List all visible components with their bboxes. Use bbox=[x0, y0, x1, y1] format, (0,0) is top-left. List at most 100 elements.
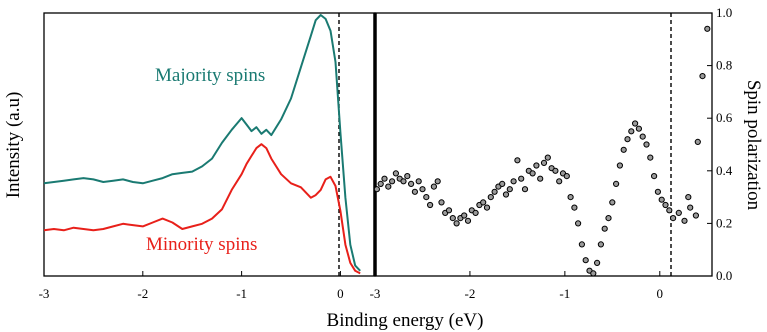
polarization-data-point bbox=[582, 257, 589, 264]
polarization-data-point bbox=[601, 225, 608, 232]
polarization-data-point bbox=[389, 178, 396, 185]
polarization-data-point bbox=[590, 270, 597, 277]
polarization-x-tick-label: 0 bbox=[657, 286, 664, 301]
polarization-data-point bbox=[521, 186, 529, 193]
polarization-data-point bbox=[392, 170, 399, 177]
polarization-y-tick-label: 0.8 bbox=[716, 58, 732, 73]
polarization-data-point bbox=[594, 259, 601, 266]
polarization-data-point bbox=[681, 217, 688, 224]
intensity-x-tick-label: -3 bbox=[39, 286, 50, 301]
polarization-y-axis-title: Spin polarization bbox=[743, 80, 764, 211]
polarization-data-point bbox=[381, 175, 388, 182]
polarization-data-point bbox=[552, 167, 559, 174]
polarization-data-point bbox=[567, 194, 574, 201]
polarization-data-point bbox=[453, 220, 460, 227]
polarization-data-point bbox=[639, 133, 646, 140]
polarization-data-point bbox=[620, 146, 627, 153]
polarization-data-point bbox=[419, 186, 426, 193]
polarization-data-point bbox=[704, 25, 711, 32]
polarization-data-point bbox=[430, 183, 437, 190]
polarization-data-point bbox=[556, 178, 563, 185]
polarization-data-point bbox=[464, 217, 472, 224]
polarization-data-point bbox=[563, 173, 570, 180]
polarization-x-tick-label: -1 bbox=[559, 286, 570, 301]
polarization-data-point bbox=[445, 207, 453, 214]
polarization-data-point bbox=[658, 196, 665, 203]
polarization-data-point bbox=[502, 191, 510, 198]
polarization-data-point bbox=[670, 215, 677, 222]
polarization-plot-frame bbox=[374, 12, 713, 277]
majority-spins-label: Majority spins bbox=[155, 65, 265, 86]
polarization-data-point bbox=[654, 188, 662, 195]
polarization-data-point bbox=[514, 157, 521, 164]
polarization-data-point bbox=[404, 173, 411, 180]
polarization-data-point bbox=[411, 188, 418, 195]
polarization-data-point bbox=[692, 212, 700, 219]
polarization-data-point bbox=[609, 199, 616, 206]
polarization-data-point bbox=[537, 175, 544, 182]
polarization-x-ticks: -3 -2 -1 0 bbox=[370, 271, 663, 301]
polarization-data-point bbox=[415, 178, 422, 185]
polarization-data-point bbox=[480, 199, 487, 206]
polarization-data-point bbox=[694, 138, 701, 145]
polarization-data-point bbox=[373, 186, 380, 193]
intensity-x-tick-label: -2 bbox=[137, 286, 148, 301]
intensity-series-minority-line bbox=[43, 143, 361, 275]
intensity-y-axis-title: Intensity (a.u) bbox=[3, 92, 24, 199]
polarization-data-point bbox=[699, 73, 706, 80]
polarization-data-point bbox=[578, 241, 586, 248]
polarization-data-point bbox=[662, 201, 669, 209]
polarization-y-ticks: 0.0 0.2 0.4 0.6 0.8 1.0 bbox=[707, 5, 733, 283]
polarization-data-point bbox=[632, 120, 639, 127]
intensity-panel: -3 -2 -1 0 Intensity (a.u) Majority spins M… bbox=[3, 12, 376, 301]
polarization-data-point bbox=[385, 183, 392, 190]
polarization-data-point bbox=[635, 125, 643, 132]
polarization-data-point bbox=[544, 154, 551, 161]
polarization-data-point bbox=[616, 162, 624, 169]
intensity-series-majority-line bbox=[43, 14, 361, 272]
polarization-data-point bbox=[533, 162, 540, 169]
polarization-x-tick-label: -3 bbox=[370, 286, 381, 301]
polarization-data-point bbox=[518, 175, 525, 182]
polarization-y-tick-label: 0.6 bbox=[716, 110, 733, 125]
polarization-data-point bbox=[499, 180, 506, 187]
minority-spins-label: Minority spins bbox=[146, 234, 257, 255]
polarization-data-point bbox=[408, 180, 415, 187]
polarization-panel: -3 -2 -1 0 0.0 0.2 0.4 0.6 0.8 1.0 Spin polariza… bbox=[370, 5, 764, 301]
polarization-y-tick-label: 0.0 bbox=[716, 268, 732, 283]
polarization-data-point bbox=[491, 188, 498, 195]
polarization-x-tick-label: -2 bbox=[465, 286, 476, 301]
polarization-data-point bbox=[613, 180, 620, 187]
polarization-data-point bbox=[651, 173, 658, 180]
polarization-data-point bbox=[605, 215, 612, 222]
intensity-x-tick-label: 0 bbox=[337, 286, 344, 301]
polarization-data-point bbox=[628, 128, 635, 135]
polarization-data-point bbox=[487, 194, 494, 201]
polarization-data-point bbox=[643, 141, 650, 148]
polarization-y-tick-label: 0.4 bbox=[716, 163, 733, 178]
polarization-data-point bbox=[687, 204, 694, 211]
x-axis-title: Binding energy (eV) bbox=[327, 310, 484, 331]
polarization-y-tick-label: 1.0 bbox=[716, 5, 732, 20]
polarization-data-point bbox=[483, 204, 491, 211]
polarization-data-point bbox=[461, 212, 468, 219]
intensity-x-tick-label: -1 bbox=[236, 286, 247, 301]
polarization-data-point bbox=[510, 178, 517, 185]
polarization-data-point bbox=[647, 154, 654, 161]
polarization-data-point bbox=[597, 241, 605, 248]
polarization-data-point bbox=[685, 194, 692, 201]
polarization-data-point bbox=[438, 199, 445, 206]
polarization-data-point bbox=[377, 180, 384, 187]
polarization-data-point bbox=[400, 178, 407, 185]
polarization-data-point bbox=[449, 215, 456, 222]
polarization-data-point bbox=[540, 159, 548, 166]
intensity-x-ticks: -3 -2 -1 0 bbox=[39, 271, 344, 301]
polarization-data-point bbox=[675, 209, 682, 216]
polarization-data-point bbox=[624, 136, 631, 143]
polarization-data-point bbox=[571, 204, 578, 211]
polarization-data-point bbox=[434, 178, 441, 185]
polarization-data-point bbox=[423, 194, 430, 201]
intensity-series-layer bbox=[43, 14, 361, 275]
polarization-y-tick-label: 0.2 bbox=[716, 215, 732, 230]
